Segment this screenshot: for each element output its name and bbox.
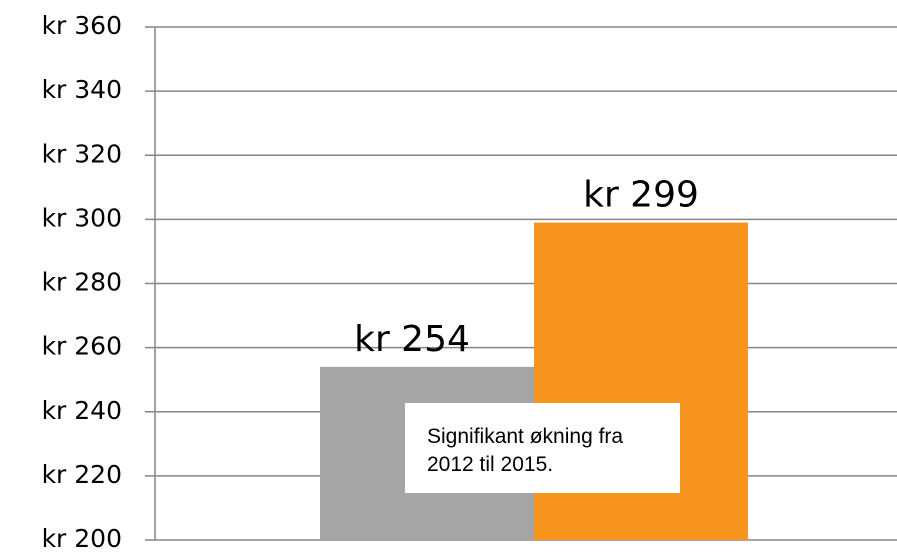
annotation: Signifikant økning fra 2012 til 2015. [405, 403, 680, 493]
y-tick-label: kr 280 [42, 268, 122, 297]
annotation-box: Signifikant økning fra 2012 til 2015. [405, 403, 680, 493]
y-tick-label: kr 360 [42, 11, 122, 40]
y-tick-label: kr 300 [42, 203, 122, 232]
y-tick-label: kr 240 [42, 396, 122, 425]
y-tick-label: kr 340 [42, 75, 122, 104]
y-tick-label: kr 260 [42, 332, 122, 361]
value-label: kr 299 [583, 175, 699, 216]
y-tick-label: kr 220 [42, 460, 122, 489]
y-tick-label: kr 320 [42, 139, 122, 168]
y-tick-label: kr 200 [42, 524, 122, 552]
value-label: kr 254 [354, 319, 470, 360]
